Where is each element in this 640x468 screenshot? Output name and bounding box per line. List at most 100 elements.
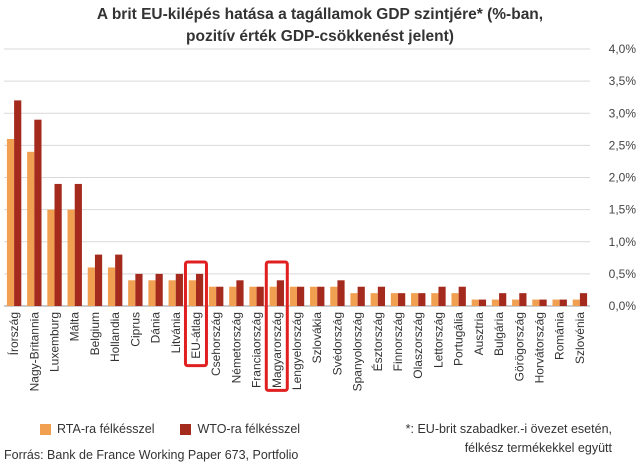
bar-wto	[438, 286, 446, 306]
bar-wto	[34, 119, 42, 306]
y-tick-label: 2,5%	[609, 138, 637, 152]
x-tick-label: Németország	[229, 312, 243, 383]
bar-wto	[418, 293, 426, 306]
chart-title-line-2: pozitív érték GDP-csökkenést jelent)	[186, 28, 454, 45]
bar-wto	[579, 293, 588, 306]
bar-rta	[532, 299, 540, 306]
x-tick-label: Franciaország	[250, 312, 264, 388]
bar-rta	[168, 280, 176, 306]
bar-wto	[216, 286, 224, 306]
bar-wto	[357, 286, 365, 306]
x-tick-label: EU-átlag	[189, 312, 203, 359]
x-tick-label: Ciprus	[128, 312, 142, 347]
y-tick-label: 1,0%	[609, 235, 637, 249]
bar-wto	[499, 293, 507, 306]
x-tick-label: Görögország	[512, 312, 526, 381]
bar-rta	[471, 299, 479, 306]
bar-wto	[256, 286, 264, 306]
x-tick-label: Hollandia	[108, 312, 122, 362]
bar-wto	[478, 299, 487, 306]
x-tick-label: Finnország	[391, 312, 405, 371]
footnote-line-2: félkész termékekkel együtt	[464, 441, 612, 455]
bar-wto	[519, 293, 527, 306]
x-tick-label: Dánia	[149, 312, 163, 344]
legend: RTA-ra félkésszel WTO-ra félkésszel	[40, 422, 300, 436]
bar-wto	[458, 286, 466, 306]
bar-wto	[236, 280, 244, 306]
x-tick-label: Szlovénia	[573, 312, 587, 364]
bar-rta	[47, 209, 55, 306]
highlight-box	[183, 260, 208, 368]
bar-rta	[350, 293, 358, 306]
legend-swatch-wto	[180, 423, 192, 435]
bar-wto	[337, 280, 345, 306]
legend-item-rta: RTA-ra félkésszel	[40, 422, 154, 436]
bar-rta	[491, 299, 500, 306]
bar-wto	[276, 280, 284, 306]
bar-rta	[390, 293, 399, 306]
bar-wto	[74, 183, 82, 306]
x-tick-label: Románia	[553, 312, 567, 360]
bar-rta	[27, 151, 35, 306]
bar-wto	[115, 254, 123, 306]
x-tick-label: Belgium	[88, 312, 102, 355]
x-tick-label: Spanyolország	[351, 312, 365, 391]
legend-label-rta: RTA-ra félkésszel	[57, 422, 155, 436]
x-tick-label: Szlovákia	[310, 312, 324, 364]
chart-title-line-1: A brit EU-kilépés hatása a tagállamok GD…	[96, 6, 544, 23]
x-tick-label: Svédország	[330, 312, 344, 375]
source-text: Forrás: Bank de France Working Paper 673…	[4, 448, 299, 462]
x-tick-label: Ausztria	[472, 312, 486, 356]
x-tick-label: Nagy-Britannia	[27, 312, 41, 392]
x-tick-label: Olaszország	[411, 312, 425, 379]
bar-rta	[411, 293, 419, 306]
bar-rta	[148, 280, 156, 306]
bar-rta	[431, 293, 439, 306]
bar-wto	[14, 100, 22, 307]
x-tick-label: Lengyelország	[290, 312, 304, 390]
bar-rta	[107, 267, 116, 306]
x-tick-label: Magyarország	[270, 312, 284, 388]
bar-wto	[559, 299, 567, 306]
bar-wto	[175, 273, 183, 306]
y-tick-label: 3,5%	[609, 74, 637, 88]
legend-item-wto: WTO-ra félkésszel	[180, 422, 300, 436]
bar-rta	[249, 286, 257, 306]
bar-chart: 0,0% 0,5% 1,0% 1,5% 2,0% 2,5% 3,0% 3,5% 4,0% Íror…	[4, 42, 637, 392]
x-tick-label: Lettország	[431, 312, 445, 368]
bar-rta	[552, 299, 560, 306]
x-tick-label: Litvánia	[169, 312, 183, 354]
bar-rta	[6, 138, 15, 306]
bar-rta	[330, 286, 338, 306]
chart-title: A brit EU-kilépés hatása a tagállamok GD…	[0, 4, 640, 48]
y-tick-label: 0,5%	[609, 267, 637, 281]
highlight-box	[264, 260, 289, 392]
bar-rta	[370, 293, 378, 306]
x-tick-label: Észtország	[370, 312, 385, 371]
footnote-line-1: *: EU-brit szabadker.-i övezet esetén,	[405, 422, 612, 436]
y-tick-label: 3,0%	[609, 106, 637, 120]
bar-wto	[297, 286, 305, 306]
bar-rta	[67, 209, 75, 306]
bar-wto	[54, 183, 62, 306]
bar-wto	[155, 273, 163, 306]
bar-rta	[572, 299, 580, 306]
bar-rta	[128, 280, 136, 306]
x-tick-label: Bulgária	[492, 312, 506, 356]
y-tick-label: 1,5%	[609, 203, 637, 217]
bar-rta	[87, 267, 95, 306]
y-tick-label: 2,0%	[609, 171, 637, 185]
bar-rta	[451, 293, 459, 306]
bar-rta	[208, 286, 217, 306]
bar-rta	[269, 286, 277, 306]
bar-wto	[135, 273, 143, 306]
x-tick-label: Portugália	[452, 312, 466, 366]
bar-wto	[398, 293, 406, 306]
y-tick-label: 0,0%	[609, 299, 637, 313]
bar-rta	[188, 280, 196, 306]
bar-wto	[539, 299, 547, 306]
x-tick-label: Horvátország	[532, 312, 546, 383]
x-tick-label: Luxemburg	[48, 312, 62, 372]
bar-rta	[289, 286, 297, 306]
legend-label-wto: WTO-ra félkésszel	[197, 422, 301, 436]
